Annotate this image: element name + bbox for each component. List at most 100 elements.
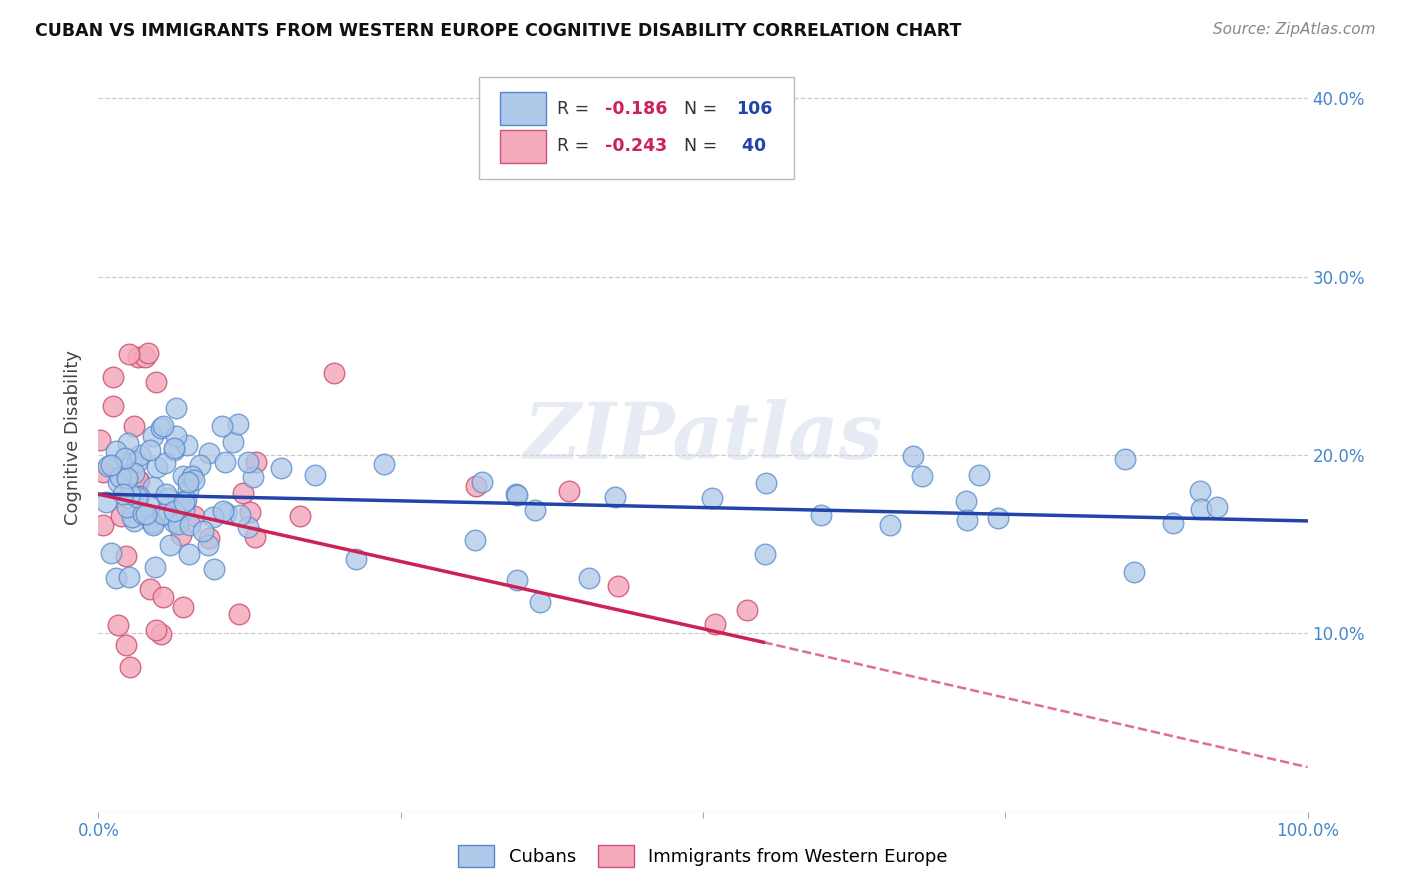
Point	[188, 458, 211, 472]
Point	[112, 487, 135, 501]
Legend: Cubans, Immigrants from Western Europe: Cubans, Immigrants from Western Europe	[451, 838, 955, 874]
Point	[120, 477, 142, 491]
Point	[125, 455, 148, 469]
Point	[121, 510, 143, 524]
FancyBboxPatch shape	[501, 93, 546, 126]
Point	[238, 505, 260, 519]
Y-axis label: Cognitive Disability: Cognitive Disability	[65, 350, 83, 524]
Point	[524, 503, 547, 517]
Point	[245, 455, 267, 469]
Point	[222, 434, 245, 449]
Point	[91, 518, 114, 533]
Point	[172, 599, 194, 614]
Point	[270, 461, 292, 475]
Point	[755, 476, 778, 491]
Point	[152, 590, 174, 604]
Point	[104, 444, 127, 458]
Point	[89, 433, 111, 447]
Point	[142, 517, 165, 532]
Point	[202, 562, 225, 576]
Point	[967, 467, 990, 482]
Point	[110, 509, 132, 524]
Point	[135, 507, 157, 521]
Point	[128, 489, 150, 503]
Point	[242, 469, 264, 483]
Point	[118, 487, 141, 501]
Point	[101, 369, 124, 384]
Point	[471, 475, 494, 489]
Point	[202, 510, 225, 524]
Point	[152, 419, 174, 434]
Point	[173, 503, 195, 517]
Point	[141, 515, 163, 529]
Point	[288, 509, 311, 524]
Point	[214, 455, 236, 469]
Point	[304, 467, 326, 482]
Point	[138, 346, 160, 360]
Point	[179, 517, 201, 532]
Point	[143, 560, 166, 574]
Text: ZIPatlas: ZIPatlas	[523, 399, 883, 475]
Point	[323, 366, 346, 380]
Point	[163, 441, 186, 455]
Point	[145, 623, 167, 637]
Point	[115, 469, 138, 483]
Point	[117, 436, 139, 450]
Point	[150, 627, 173, 641]
Point	[193, 524, 215, 539]
Point	[506, 488, 529, 502]
Point	[987, 511, 1010, 525]
Point	[115, 471, 138, 485]
Point	[344, 551, 367, 566]
Point	[578, 571, 600, 585]
Point	[165, 429, 187, 443]
Point	[145, 460, 167, 475]
Point	[903, 449, 925, 463]
Text: Source: ZipAtlas.com: Source: ZipAtlas.com	[1212, 22, 1375, 37]
Point	[167, 516, 190, 531]
FancyBboxPatch shape	[501, 130, 546, 163]
Point	[704, 617, 727, 632]
Point	[100, 546, 122, 560]
Point	[236, 455, 259, 469]
Point	[232, 486, 254, 500]
Point	[142, 480, 165, 494]
Point	[150, 421, 173, 435]
Point	[1189, 501, 1212, 516]
Text: 106: 106	[735, 100, 772, 118]
Point	[142, 516, 165, 531]
Point	[955, 494, 977, 508]
Point	[1114, 452, 1136, 467]
Point	[127, 473, 149, 487]
Text: 40: 40	[735, 137, 766, 155]
Point	[105, 571, 128, 585]
Point	[529, 595, 551, 609]
Point	[138, 500, 160, 514]
Point	[153, 456, 176, 470]
Point	[165, 401, 187, 416]
Point	[215, 506, 238, 520]
Point	[159, 538, 181, 552]
Point	[183, 509, 205, 524]
Point	[236, 520, 259, 534]
Point	[128, 474, 150, 488]
Point	[211, 418, 233, 433]
Point	[956, 513, 979, 527]
Point	[558, 484, 581, 499]
Point	[91, 465, 114, 479]
Point	[735, 603, 758, 617]
Point	[139, 582, 162, 597]
Point	[97, 458, 120, 473]
Point	[170, 528, 193, 542]
Point	[127, 350, 149, 364]
Point	[114, 451, 136, 466]
Point	[910, 469, 932, 483]
Point	[152, 508, 174, 522]
Point	[177, 483, 200, 497]
Point	[125, 490, 148, 504]
Point	[229, 508, 252, 522]
Point	[108, 470, 131, 484]
Point	[1123, 565, 1146, 579]
Point	[1189, 484, 1212, 499]
Point	[114, 549, 136, 564]
